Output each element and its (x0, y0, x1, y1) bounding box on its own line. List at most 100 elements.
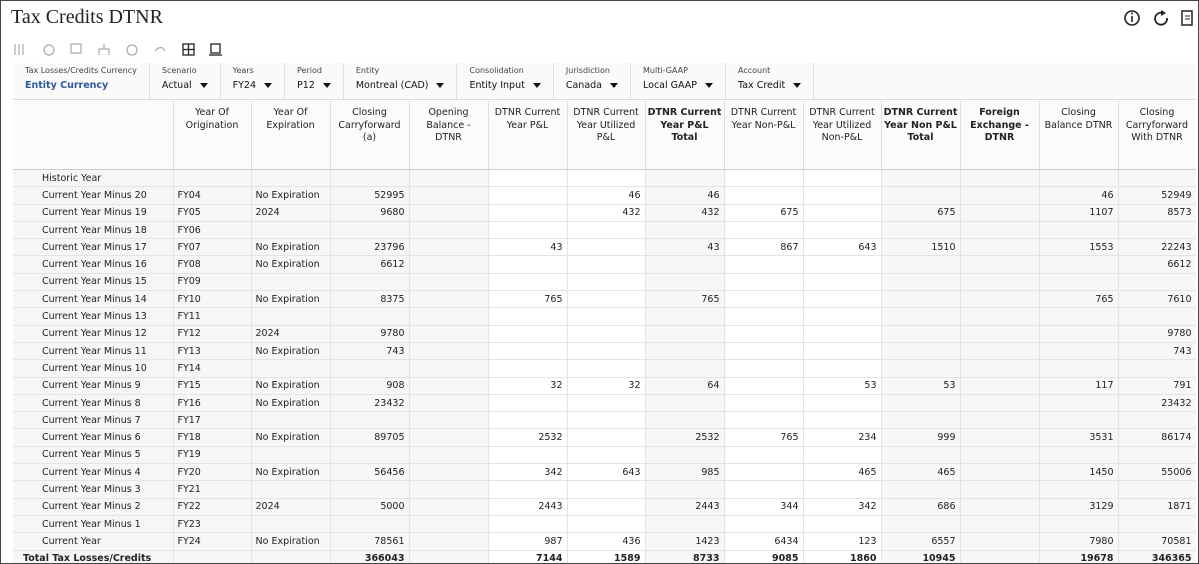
empty-cell[interactable] (566, 428, 646, 447)
cell[interactable]: 342 (802, 497, 882, 516)
empty-cell[interactable] (487, 359, 568, 378)
cell[interactable]: 1589 (566, 549, 646, 563)
empty-cell[interactable] (487, 203, 568, 222)
cell[interactable]: 234 (802, 428, 882, 447)
refresh-button[interactable] (1154, 10, 1168, 26)
tool-icon[interactable] (154, 46, 166, 52)
empty-cell[interactable] (487, 324, 568, 343)
empty-cell[interactable] (566, 480, 646, 499)
tool-icon[interactable] (126, 44, 138, 56)
pov-value[interactable]: Entity Currency (25, 80, 109, 91)
empty-cell[interactable] (487, 272, 568, 292)
empty-cell[interactable] (566, 359, 646, 378)
empty-cell[interactable] (723, 463, 804, 482)
tool-icon[interactable] (70, 43, 82, 54)
empty-cell[interactable] (723, 480, 804, 499)
empty-cell[interactable] (723, 272, 804, 292)
pov-value[interactable]: Montreal (CAD) (356, 80, 445, 91)
empty-cell[interactable] (802, 393, 882, 413)
cell[interactable]: 643 (802, 238, 882, 257)
cell[interactable]: 32 (487, 376, 568, 395)
cell[interactable]: 7144 (487, 549, 568, 563)
empty-cell[interactable] (802, 341, 882, 361)
empty-cell[interactable] (487, 393, 568, 413)
pov-value[interactable]: Canada (566, 80, 618, 91)
cell[interactable]: 32 (566, 376, 646, 395)
empty-cell[interactable] (723, 324, 804, 343)
panel-icon[interactable] (209, 43, 222, 56)
empty-cell[interactable] (487, 186, 568, 205)
cell[interactable]: 53 (802, 376, 882, 395)
tool-icon[interactable] (14, 44, 24, 55)
cell[interactable]: 765 (723, 428, 804, 447)
cell[interactable]: 643 (566, 463, 646, 482)
cell[interactable]: 2443 (487, 497, 568, 516)
empty-cell[interactable] (487, 341, 568, 361)
empty-cell[interactable] (802, 220, 882, 240)
empty-cell[interactable] (723, 341, 804, 361)
empty-cell[interactable] (802, 272, 882, 292)
empty-cell[interactable] (802, 186, 882, 205)
empty-cell[interactable] (723, 445, 804, 465)
cell[interactable]: 46 (566, 186, 646, 205)
empty-cell[interactable] (487, 255, 568, 274)
empty-cell[interactable] (802, 359, 882, 378)
empty-cell[interactable] (487, 480, 568, 499)
cell[interactable]: 6434 (723, 532, 804, 551)
grid-icon[interactable] (182, 43, 195, 56)
empty-cell[interactable] (802, 307, 882, 326)
empty-cell[interactable] (723, 393, 804, 413)
empty-cell[interactable] (802, 203, 882, 222)
empty-cell[interactable] (566, 272, 646, 292)
empty-cell[interactable] (566, 411, 646, 430)
cell[interactable]: 344 (723, 497, 804, 516)
empty-cell[interactable] (487, 220, 568, 240)
empty-cell[interactable] (802, 255, 882, 274)
empty-cell[interactable] (566, 255, 646, 274)
empty-cell[interactable] (487, 307, 568, 326)
empty-cell[interactable] (802, 480, 882, 499)
cell[interactable]: 675 (723, 203, 804, 222)
empty-cell[interactable] (723, 307, 804, 326)
cell[interactable]: 765 (487, 290, 568, 309)
pov-value[interactable]: P12 (297, 80, 331, 91)
empty-cell[interactable] (723, 186, 804, 205)
empty-cell[interactable] (723, 359, 804, 378)
empty-cell[interactable] (723, 514, 804, 534)
cell[interactable]: 43 (487, 238, 568, 257)
empty-cell[interactable] (802, 324, 882, 343)
tool-icon[interactable] (98, 44, 110, 55)
empty-cell[interactable] (802, 411, 882, 430)
empty-cell[interactable] (566, 514, 646, 534)
cell[interactable]: 342 (487, 463, 568, 482)
cell[interactable]: 867 (723, 238, 804, 257)
cell[interactable]: 987 (487, 532, 568, 551)
pov-value[interactable]: Tax Credit (738, 80, 801, 91)
empty-cell[interactable] (566, 290, 646, 309)
pov-value[interactable]: Local GAAP (643, 80, 713, 91)
export-button[interactable] (1181, 10, 1193, 26)
cell[interactable]: 465 (802, 463, 882, 482)
empty-cell[interactable] (723, 290, 804, 309)
cell[interactable]: 436 (566, 532, 646, 551)
empty-cell[interactable] (566, 220, 646, 240)
cell[interactable]: 9085 (723, 549, 804, 563)
empty-cell[interactable] (723, 168, 804, 188)
empty-cell[interactable] (723, 220, 804, 240)
pov-value[interactable]: FY24 (233, 80, 272, 91)
empty-cell[interactable] (566, 238, 646, 257)
empty-cell[interactable] (566, 393, 646, 413)
empty-cell[interactable] (566, 497, 646, 516)
pov-value[interactable]: Actual (162, 80, 208, 91)
empty-cell[interactable] (487, 168, 568, 188)
empty-cell[interactable] (487, 514, 568, 534)
empty-cell[interactable] (566, 307, 646, 326)
empty-cell[interactable] (566, 324, 646, 343)
empty-cell[interactable] (487, 411, 568, 430)
cell[interactable]: 1860 (802, 549, 882, 563)
cell[interactable]: 2532 (487, 428, 568, 447)
cell[interactable]: 432 (566, 203, 646, 222)
empty-cell[interactable] (487, 445, 568, 465)
cell[interactable]: 123 (802, 532, 882, 551)
pov-value[interactable]: Entity Input (469, 80, 540, 91)
